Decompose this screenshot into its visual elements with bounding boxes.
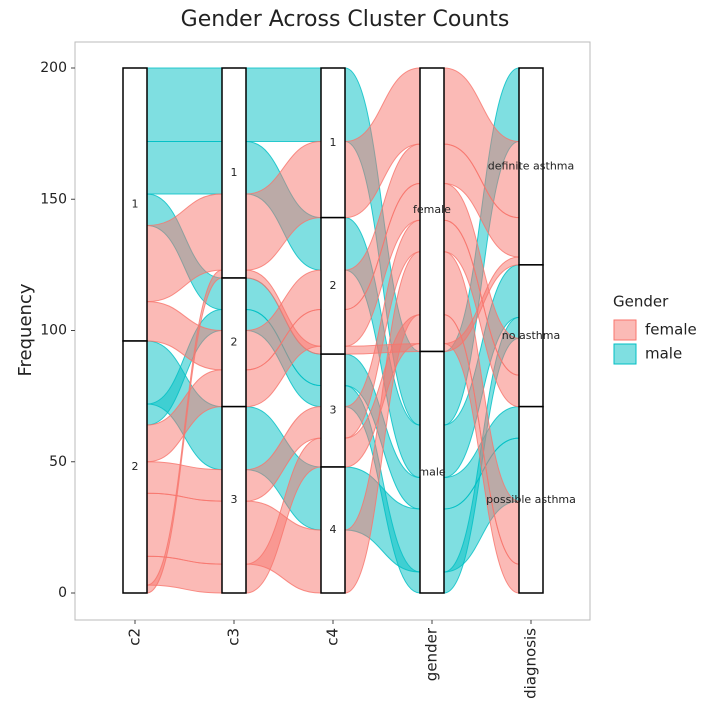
stratum-label: male [418, 465, 446, 478]
stratum-label: 3 [330, 404, 337, 417]
stratum [419, 67, 445, 353]
stratum [320, 67, 346, 219]
stratum-label: 2 [231, 335, 238, 348]
chart-title: Gender Across Cluster Counts [181, 7, 510, 32]
stratum-label: 4 [330, 523, 337, 536]
y-tick-label: 0 [58, 585, 67, 601]
stratum [320, 353, 346, 468]
legend-key [613, 343, 637, 365]
ribbon [146, 67, 223, 143]
stratum-label: 2 [132, 460, 139, 473]
stratum-label: possible asthma [486, 493, 576, 506]
stratum [518, 67, 544, 266]
stratum-label: 1 [132, 198, 139, 211]
y-tick-label: 50 [49, 454, 67, 470]
legend-label: female [645, 321, 697, 339]
legend-key [613, 319, 637, 341]
stratum-label: female [413, 203, 451, 216]
stratum [320, 466, 346, 594]
x-tick-label: gender [423, 627, 441, 681]
x-tick-label: c2 [126, 628, 144, 646]
y-tick-label: 100 [40, 323, 67, 339]
stratum [221, 405, 247, 594]
stratum-label: 2 [330, 279, 337, 292]
ribbon [146, 492, 223, 565]
legend-title: Gender [613, 293, 669, 311]
y-tick-label: 200 [40, 60, 67, 76]
stratum-label: definite asthma [488, 159, 575, 172]
stratum [122, 340, 148, 594]
stratum-label: 1 [231, 166, 238, 179]
x-tick-label: c4 [324, 628, 342, 646]
ribbon [146, 140, 223, 195]
x-tick-label: c3 [225, 628, 243, 646]
y-axis-label: Frequency [15, 283, 36, 376]
stratum [518, 405, 544, 594]
legend-label: male [645, 345, 682, 363]
stratum [122, 67, 148, 342]
y-tick-label: 150 [40, 191, 67, 207]
ribbons [146, 67, 520, 594]
ribbon [245, 67, 322, 143]
stratum-label: 1 [330, 136, 337, 149]
stratum-label: 3 [231, 493, 238, 506]
stratum [419, 350, 445, 594]
stratum-label: no asthma [502, 329, 560, 342]
x-tick-label: diagnosis [522, 628, 540, 698]
